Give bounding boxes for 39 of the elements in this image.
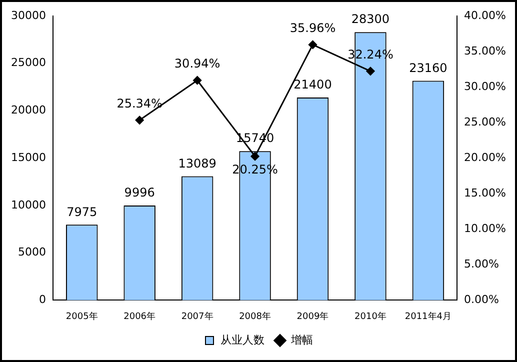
point bbox=[366, 66, 375, 76]
x-tick-label: 2011年4月 bbox=[404, 310, 452, 322]
data-label: 21400 bbox=[294, 78, 332, 92]
x-tick-label: 2005年 bbox=[66, 310, 98, 322]
data-label: 13089 bbox=[178, 156, 216, 170]
y-tick-label: 15000 bbox=[10, 150, 46, 164]
y2-tick-label: 30.00% bbox=[464, 80, 506, 93]
data-label: 25.34% bbox=[116, 96, 162, 110]
x-tick-label: 2006年 bbox=[124, 310, 156, 322]
y-tick-label: 20000 bbox=[10, 104, 46, 117]
y2-tick-label: 10.00% bbox=[464, 222, 506, 236]
y-tick-label: 5000 bbox=[18, 246, 46, 259]
y-tick-label: 25000 bbox=[10, 56, 46, 70]
legend-label: 从业人数 bbox=[220, 333, 264, 346]
y2-tick-label: 40.00% bbox=[464, 8, 506, 22]
legend-label: 增幅 bbox=[290, 333, 313, 346]
x-tick-label: 2008年 bbox=[239, 310, 271, 322]
data-label: 23160 bbox=[409, 60, 448, 75]
y2-tick-label: 5.00% bbox=[464, 258, 500, 271]
x-tick-label: 2007年 bbox=[181, 310, 214, 322]
point bbox=[193, 76, 202, 85]
data-label: 35.96% bbox=[290, 20, 336, 35]
y2-tick-label: 35.00% bbox=[464, 44, 506, 58]
y-tick-label: 10000 bbox=[10, 198, 46, 212]
point bbox=[135, 116, 144, 124]
data-label: 30.94% bbox=[174, 56, 220, 70]
point bbox=[250, 152, 260, 161]
y2-tick-label: 20.00% bbox=[464, 150, 506, 164]
data-label: 7975 bbox=[66, 204, 98, 219]
data-label: 28300 bbox=[351, 12, 390, 26]
x-tick-label: 2009年 bbox=[296, 310, 329, 322]
point bbox=[308, 40, 317, 49]
y-tick-label: 0 bbox=[38, 293, 46, 306]
x-tick-label: 2010年 bbox=[354, 310, 386, 322]
data-label: 9996 bbox=[124, 186, 155, 200]
y-tick-label: 30000 bbox=[10, 8, 46, 22]
y2-tick-label: 0.00% bbox=[464, 293, 500, 306]
y2-tick-label: 15.00% bbox=[464, 186, 506, 200]
y2-tick-label: 25.00% bbox=[464, 115, 506, 128]
